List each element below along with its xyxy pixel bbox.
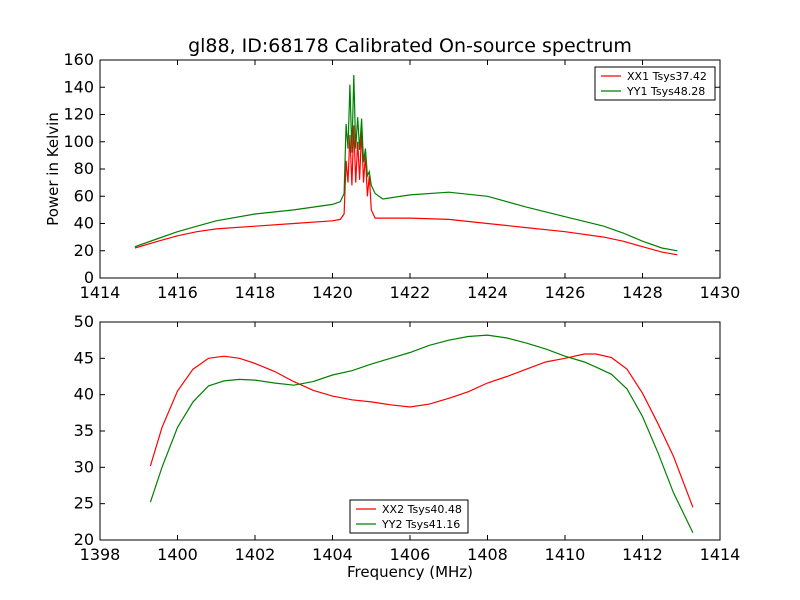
x-tick-label: 1414: [700, 545, 741, 564]
series-line-2-2: [149, 334, 694, 533]
y-tick-label: 30: [74, 457, 94, 476]
y-tick-label: 80: [74, 159, 94, 178]
x-tick-label: 1412: [622, 545, 663, 564]
y-tick-label: 50: [74, 312, 94, 331]
series-line-1-2: [134, 74, 678, 252]
y-tick-label: 0: [84, 268, 94, 287]
legend-entry: XX1 Tsys37.42: [627, 70, 707, 83]
x-tick-label: 1408: [467, 545, 508, 564]
x-tick-label: 1398: [80, 545, 121, 564]
legend-box-1: [594, 66, 716, 101]
x-tick-label: 1428: [622, 283, 663, 302]
x-tick-label: 1404: [312, 545, 353, 564]
x-tick-label: 1402: [235, 545, 276, 564]
x-tick-label: 1424: [467, 283, 508, 302]
y-tick-label: 60: [74, 186, 94, 205]
x-tick-label: 1400: [157, 545, 198, 564]
x-tick-label: 1420: [312, 283, 353, 302]
y-tick-label: 40: [74, 214, 94, 233]
y-tick-label: 100: [63, 132, 94, 151]
x-tick-label: 1430: [700, 283, 741, 302]
legend-box-2: [349, 499, 469, 534]
y-tick-label: 160: [63, 50, 94, 69]
y-tick-label: 120: [63, 105, 94, 124]
legend-entry: YY1 Tsys48.28: [626, 85, 705, 98]
y-tick-label: 45: [74, 348, 94, 367]
x-tick-label: 1406: [390, 545, 431, 564]
x-tick-label: 1416: [157, 283, 198, 302]
y-tick-label: 140: [63, 77, 94, 96]
chart-title: gl88, ID:68178 Calibrated On-source spec…: [188, 35, 632, 57]
x-tick-label: 1414: [80, 283, 121, 302]
series-line-2-1: [149, 353, 694, 508]
y-tick-label: 35: [74, 421, 94, 440]
y-axis-label: Power in Kelvin: [44, 112, 62, 226]
x-tick-label: 1422: [390, 283, 431, 302]
series-line-1-1: [134, 125, 678, 256]
y-tick-label: 40: [74, 385, 94, 404]
y-tick-label: 25: [74, 494, 94, 513]
x-tick-label: 1410: [545, 545, 586, 564]
x-tick-label: 1418: [235, 283, 276, 302]
legend-entry: XX2 Tsys40.48: [382, 503, 462, 516]
y-tick-label: 20: [74, 241, 94, 260]
x-axis-label: Frequency (MHz): [347, 563, 473, 581]
x-tick-label: 1426: [545, 283, 586, 302]
legend-entry: YY2 Tsys41.16: [381, 518, 460, 531]
y-tick-label: 20: [74, 530, 94, 549]
